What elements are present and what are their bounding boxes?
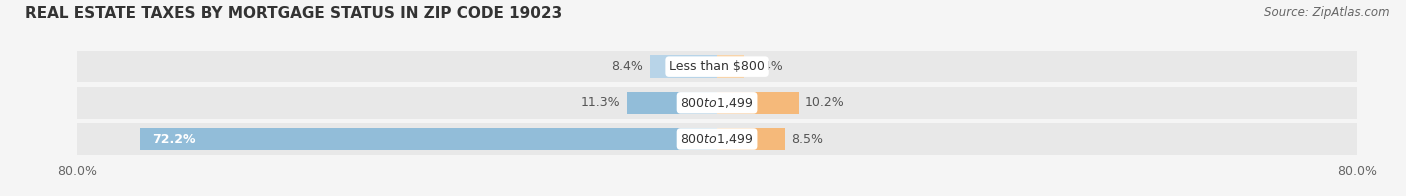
Text: REAL ESTATE TAXES BY MORTGAGE STATUS IN ZIP CODE 19023: REAL ESTATE TAXES BY MORTGAGE STATUS IN … (25, 6, 562, 21)
Text: 8.4%: 8.4% (612, 60, 644, 73)
Text: $800 to $1,499: $800 to $1,499 (681, 96, 754, 110)
Text: Less than $800: Less than $800 (669, 60, 765, 73)
Text: 72.2%: 72.2% (152, 132, 195, 145)
Bar (139, 128, 717, 150)
Text: 11.3%: 11.3% (581, 96, 620, 109)
Text: $800 to $1,499: $800 to $1,499 (681, 132, 754, 146)
Text: 8.5%: 8.5% (792, 132, 824, 145)
Bar (717, 92, 799, 114)
Bar (77, 123, 1357, 155)
Bar (77, 51, 1357, 82)
Text: 10.2%: 10.2% (806, 96, 845, 109)
Bar (77, 87, 1357, 119)
Bar (717, 55, 744, 78)
Text: Source: ZipAtlas.com: Source: ZipAtlas.com (1264, 6, 1389, 19)
Bar (650, 55, 717, 78)
Bar (717, 128, 785, 150)
Text: 3.4%: 3.4% (751, 60, 782, 73)
Bar (627, 92, 717, 114)
